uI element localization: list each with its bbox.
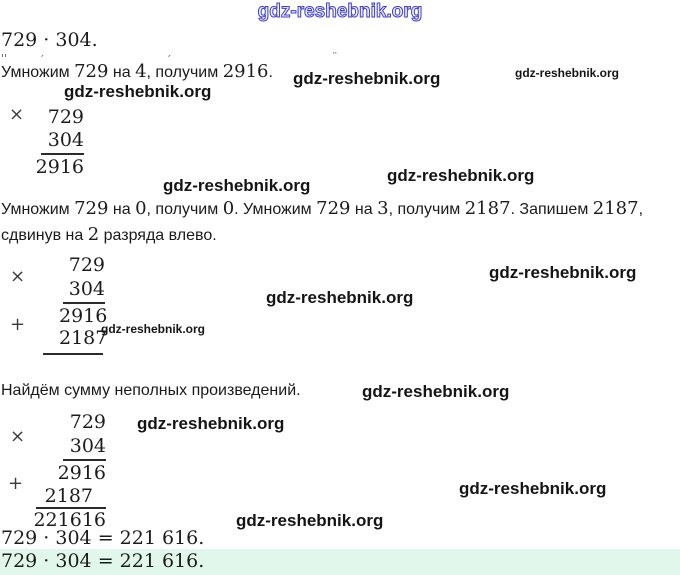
watermark: gdz-reshebnik.org	[236, 511, 384, 530]
multiplication-block-2: 729 × 304 2916 + 2187	[10, 252, 108, 362]
watermark: gdz-reshebnik.org	[459, 479, 607, 498]
partial-product-1-row: 2916	[57, 462, 106, 484]
watermark: gdz-reshebnik.org	[387, 166, 535, 185]
partial-product-1-row: 2916	[35, 156, 84, 178]
highlighted-answer: 729 · 304 = 221 616.	[0, 549, 680, 575]
sum-rule	[36, 507, 106, 509]
times-sign: ×	[10, 426, 26, 447]
multiplier-row: 304	[69, 435, 106, 457]
multiplicand-row: 729	[68, 254, 105, 276]
result-equation: 729 · 304 = 221 616.	[1, 527, 205, 549]
fraction-rule	[63, 459, 106, 461]
multiplication-block-1: × 729 304 2916	[9, 100, 84, 180]
watermark: gdz-reshebnik.org	[489, 263, 637, 282]
plus-sign: +	[8, 473, 24, 494]
watermark: gdz-reshebnik.org	[64, 82, 212, 101]
watermark: gdz-reshebnik.org	[293, 69, 441, 88]
sum-rule	[43, 353, 103, 355]
watermark: gdz-reshebnik.org	[163, 176, 311, 195]
fraction-rule	[63, 302, 105, 304]
times-sign: ×	[9, 104, 25, 125]
partial-product-2-row: 2187	[44, 485, 93, 507]
problem-expression: 729 · 304.	[1, 29, 98, 51]
partial-product-1-row: 2916	[59, 305, 108, 327]
ghost-artifact: ˊ	[166, 54, 172, 67]
partial-product-2-row: 2187	[59, 327, 108, 349]
ghost-artifact: ˊ	[39, 54, 45, 67]
multiplicand-row: 729	[47, 106, 84, 128]
watermark: gdz-reshebnik.org	[101, 322, 206, 336]
watermark: gdz-reshebnik.org	[362, 382, 510, 401]
ghost-artifact: ''	[1, 52, 8, 65]
ghost-artifact: ¨	[332, 51, 338, 64]
watermark: gdz-reshebnik.org	[515, 66, 620, 80]
plus-sign: +	[10, 314, 26, 335]
step-1-text: Умножим 729 на 4, получим 2916.	[1, 61, 273, 82]
highlighted-answer-equation: 729 · 304 = 221 616.	[1, 550, 205, 572]
multiplier-row: 304	[68, 278, 105, 300]
fraction-rule	[41, 153, 84, 155]
header-watermark: gdz-reshebnik.org	[257, 1, 423, 23]
product-row: 221616	[33, 509, 106, 531]
watermark: gdz-reshebnik.org	[266, 288, 414, 307]
multiplier-row: 304	[47, 129, 84, 151]
step-2-text: Умножим 729 на 0, получим 0. Умножим 729…	[1, 198, 644, 245]
step-3-text: Найдём сумму неполных произведений.	[1, 382, 301, 399]
multiplicand-row: 729	[69, 411, 106, 433]
watermark: gdz-reshebnik.org	[137, 414, 285, 433]
multiplication-block-3: 729 × 304 2916 + 2187 221616	[8, 409, 106, 534]
times-sign: ×	[10, 266, 26, 287]
